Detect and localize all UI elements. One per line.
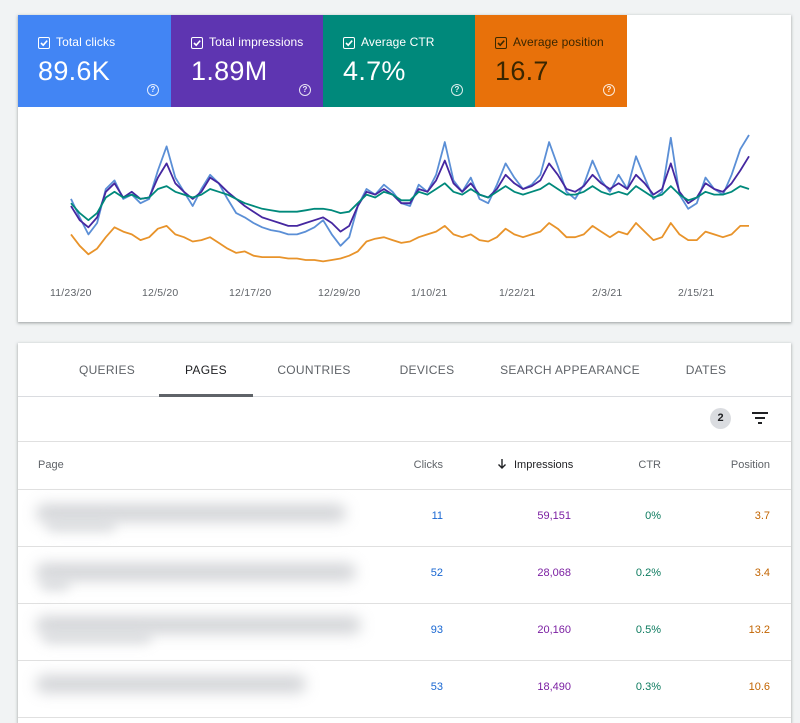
cell-clicks: 53 (430, 681, 443, 693)
x-tick-label: 1/22/21 (499, 287, 536, 299)
metric-average-position[interactable]: Average position 16.7 ? (475, 15, 627, 107)
table-card: QUERIES PAGES COUNTRIES DEVICES SEARCH A… (18, 343, 791, 723)
cell-impressions: 20,160 (537, 624, 571, 636)
table-row[interactable]: 52 28,068 0.2% 3.4 (18, 547, 791, 604)
cell-ctr: 0% (645, 510, 661, 522)
metric-total-clicks[interactable]: Total clicks 89.6K ? (18, 15, 171, 107)
cell-impressions: 28,068 (537, 567, 571, 579)
x-tick-label: 12/29/20 (318, 287, 361, 299)
redacted-url (42, 630, 152, 644)
metric-label: Total clicks (56, 35, 116, 49)
redacted-url (36, 616, 361, 634)
filter-list-icon[interactable] (752, 411, 768, 425)
x-tick-label: 1/10/21 (411, 287, 448, 299)
performance-chart[interactable] (18, 15, 791, 322)
x-tick-label: 2/3/21 (592, 287, 623, 299)
metric-label: Average CTR (361, 35, 435, 49)
redacted-url (36, 563, 356, 581)
cell-ctr: 0.5% (635, 624, 661, 636)
tab-queries[interactable]: QUERIES (78, 363, 136, 377)
x-tick-label: 2/15/21 (678, 287, 715, 299)
tab-pages[interactable]: PAGES (185, 363, 227, 377)
redacted-url (36, 675, 306, 693)
tab-devices[interactable]: DEVICES (399, 363, 455, 377)
help-icon[interactable]: ? (603, 84, 615, 96)
cell-clicks: 11 (431, 510, 443, 522)
cell-position: 3.7 (754, 510, 770, 522)
checkbox-icon[interactable] (343, 37, 355, 49)
table-row[interactable]: 11 59,151 0% 3.7 (18, 490, 791, 547)
cell-position: 3.4 (754, 567, 770, 579)
cell-ctr: 0.3% (635, 681, 661, 693)
metric-label: Average position (513, 35, 604, 49)
tab-dates[interactable]: DATES (685, 363, 727, 377)
series-line-average-ctr (70, 182, 750, 222)
active-tab-indicator (159, 394, 253, 397)
cell-position: 13.2 (748, 624, 770, 636)
help-icon[interactable]: ? (147, 84, 159, 96)
metric-label: Total impressions (209, 35, 304, 49)
cell-ctr: 0.2% (635, 567, 661, 579)
x-tick-label: 11/23/20 (50, 287, 92, 299)
tab-countries[interactable]: COUNTRIES (277, 363, 351, 377)
help-icon[interactable]: ? (451, 84, 463, 96)
help-icon[interactable]: ? (299, 84, 311, 96)
table-header: Page Clicks Impressions CTR Position (18, 442, 791, 490)
metric-value: 1.89M (191, 56, 268, 86)
performance-card: Total clicks 89.6K ? Total impressions 1… (18, 15, 791, 322)
cell-position: 10.6 (748, 681, 770, 693)
metric-total-impressions[interactable]: Total impressions 1.89M ? (171, 15, 323, 107)
checkbox-icon[interactable] (38, 37, 50, 49)
series-line-average-position (70, 222, 749, 263)
cell-impressions: 59,151 (537, 510, 571, 522)
redacted-url (36, 504, 346, 522)
metric-average-ctr[interactable]: Average CTR 4.7% ? (323, 15, 475, 107)
checkbox-icon[interactable] (495, 37, 507, 49)
series-line-total-impressions (70, 155, 750, 233)
column-header-page[interactable]: Page (38, 459, 64, 471)
arrow-down-icon (498, 459, 506, 469)
column-header-ctr[interactable]: CTR (638, 459, 661, 471)
column-header-clicks[interactable]: Clicks (413, 459, 443, 471)
cell-impressions: 18,490 (537, 681, 571, 693)
tab-search-appearance[interactable]: SEARCH APPEARANCE (500, 363, 640, 377)
table-row[interactable]: 93 20,160 0.5% 13.2 (18, 604, 791, 661)
x-tick-label: 12/17/20 (229, 287, 272, 299)
cell-clicks: 93 (430, 624, 443, 636)
filter-bar: 2 (18, 397, 791, 442)
active-filter-count[interactable]: 2 (710, 408, 731, 429)
checkbox-icon[interactable] (191, 37, 203, 49)
column-header-position[interactable]: Position (730, 459, 770, 471)
metric-value: 16.7 (495, 56, 549, 86)
table-row[interactable]: 53 18,490 0.3% 10.6 (18, 661, 791, 718)
x-tick-label: 12/5/20 (142, 287, 179, 299)
metric-value: 4.7% (343, 56, 406, 86)
metric-value: 89.6K (38, 56, 111, 86)
redacted-url (40, 577, 70, 591)
dimension-tabs: QUERIES PAGES COUNTRIES DEVICES SEARCH A… (18, 343, 791, 397)
redacted-url (46, 518, 116, 532)
cell-clicks: 52 (430, 567, 443, 579)
column-header-impressions[interactable]: Impressions (514, 459, 574, 471)
